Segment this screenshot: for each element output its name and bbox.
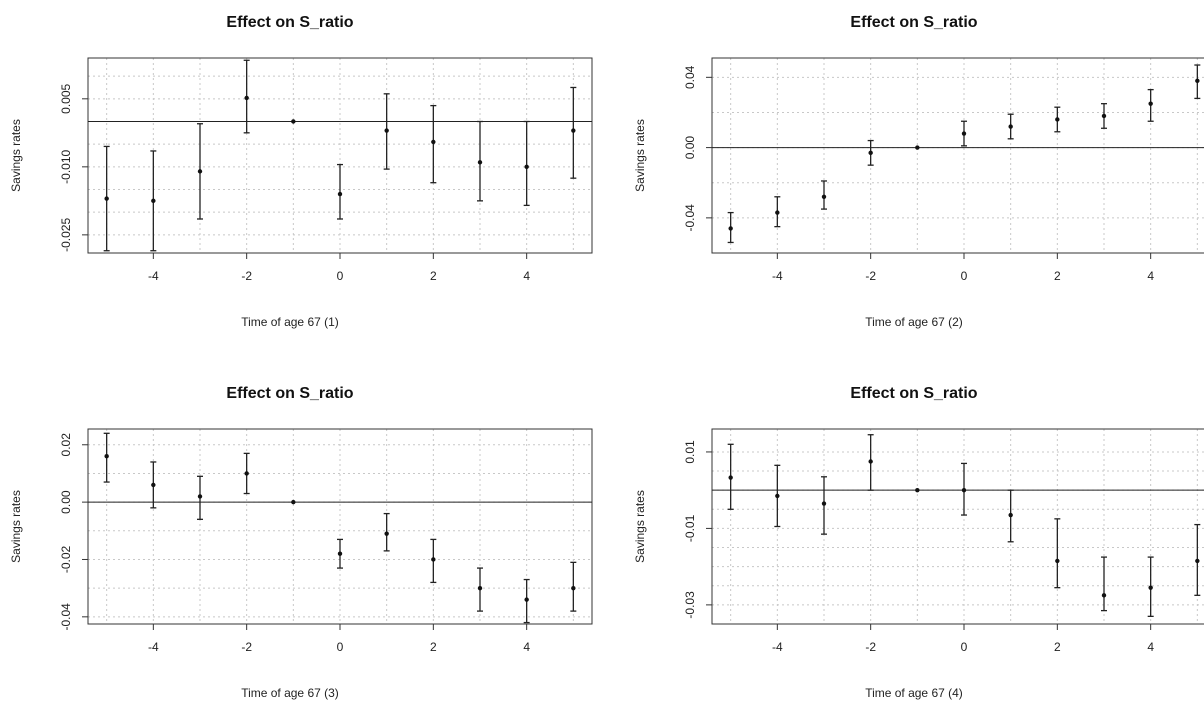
chart-panel-3: Effect on S_ratio -4 -2 0 2 4 0.02 0.00 -0.02 -0.…	[0, 371, 602, 722]
chart-2-x-tick-label-2: 0	[961, 269, 968, 283]
chart-4-point-9	[1148, 585, 1153, 590]
chart-3-point-7	[431, 557, 436, 562]
chart-4-point-10	[1195, 558, 1200, 564]
chart-3-point-5	[337, 551, 343, 556]
chart-4-x-axis-label: Time of age 67 (4)	[865, 686, 963, 700]
chart-1-point-7	[431, 139, 436, 145]
chart-2-svg: Effect on S_ratio -4 -2 0 2 4 0.04 0.00 -0.04 Tim…	[633, 14, 1204, 329]
chart-3-point-8	[477, 585, 483, 591]
chart-4-point-1	[775, 493, 780, 499]
chart-4-y-tick-label-2: -0.03	[683, 591, 697, 619]
chart-panel-1: Effect on S_ratio -4 -2 0 2 4 0.005 -0.010 -0.02…	[0, 0, 602, 351]
chart-1-point-4	[291, 119, 296, 124]
chart-1-x-tick-label-1: -2	[241, 269, 252, 283]
chart-2-y-tick-label-2: -0.04	[683, 204, 697, 232]
chart-3-title: Effect on S_ratio	[226, 385, 353, 402]
chart-1-x-tick-label-2: 0	[337, 269, 344, 283]
chart-2-x-tick-label-1: -2	[865, 269, 876, 283]
chart-3-point-9	[524, 597, 529, 602]
chart-2-point-1	[775, 210, 780, 215]
chart-4-point-6	[1008, 512, 1013, 518]
chart-1-point-9	[524, 164, 529, 170]
chart-4-point-3	[868, 459, 873, 464]
chart-1-point-5	[337, 191, 343, 197]
chart-4-point-8	[1101, 593, 1107, 598]
chart-3-x-axis-label: Time of age 67 (3)	[241, 686, 339, 700]
chart-3-x-tick-label-4: 4	[523, 640, 530, 654]
chart-1-y-tick-label-1: -0.010	[59, 150, 73, 184]
chart-3-y-tick-label-3: -0.04	[59, 603, 73, 631]
chart-2-point-2	[821, 194, 827, 199]
chart-panel-2: Effect on S_ratio -4 -2 0 2 4 0.04 0.00 -0.04 Tim…	[624, 0, 1204, 351]
chart-1-x-tick-label-4: 4	[523, 269, 530, 283]
chart-3-point-10	[571, 585, 576, 591]
chart-4-y-tick-label-1: -0.01	[683, 514, 697, 542]
chart-3-point-1	[151, 482, 156, 488]
chart-3-y-axis-label: Savings rates	[9, 490, 23, 563]
chart-1-point-10	[571, 128, 576, 133]
chart-2-point-5	[961, 131, 967, 136]
chart-2-x-tick-label-0: -4	[772, 269, 783, 283]
chart-2-point-9	[1148, 101, 1153, 106]
chart-1-x-tick-label-3: 2	[430, 269, 437, 283]
chart-2-y-tick-label-1: 0.00	[683, 136, 697, 160]
chart-4-point-2	[821, 501, 827, 506]
chart-1-x-tick-label-0: -4	[148, 269, 159, 283]
chart-2-x-tick-label-3: 2	[1054, 269, 1061, 283]
chart-1-point-2	[197, 169, 203, 174]
chart-1-svg: Effect on S_ratio -4 -2 0 2 4 0.005 -0.010 -0.02…	[9, 14, 593, 329]
chart-4-x-tick-label-3: 2	[1054, 640, 1061, 654]
chart-3-x-tick-label-2: 0	[337, 640, 344, 654]
chart-4-point-4	[915, 487, 920, 493]
chart-1-y-axis-label: Savings rates	[9, 119, 23, 192]
chart-2-title: Effect on S_ratio	[850, 14, 977, 31]
chart-2-point-6	[1008, 124, 1013, 129]
chart-3-x-tick-label-1: -2	[241, 640, 252, 654]
chart-3-point-0	[104, 454, 109, 459]
chart-2-y-tick-label-0: 0.04	[683, 65, 697, 89]
chart-1-y-tick-label-2: -0.025	[59, 218, 73, 252]
chart-4-x-tick-label-1: -2	[865, 640, 876, 654]
chart-2-y-axis-label: Savings rates	[633, 119, 647, 192]
chart-3-point-2	[197, 494, 203, 499]
chart-1-point-0	[104, 196, 109, 201]
chart-4-point-5	[961, 487, 967, 493]
chart-4-plot-frame	[711, 428, 1204, 625]
chart-3-point-4	[291, 499, 296, 505]
chart-4-y-tick-label-0: 0.01	[683, 440, 697, 464]
chart-4-point-0	[728, 475, 733, 480]
chart-1-x-axis-label: Time of age 67 (1)	[241, 315, 339, 329]
chart-1-y-tick-label-0: 0.005	[59, 83, 73, 113]
chart-3-y-tick-label-1: 0.00	[59, 490, 73, 514]
chart-3-x-tick-label-0: -4	[148, 640, 159, 654]
chart-2-point-10	[1195, 78, 1200, 84]
chart-3-point-6	[384, 531, 389, 536]
chart-2-point-0	[728, 226, 733, 231]
chart-4-x-tick-label-2: 0	[961, 640, 968, 654]
chart-2-plot-frame	[711, 57, 1204, 254]
chart-1-point-1	[151, 198, 156, 204]
chart-4-y-axis-label: Savings rates	[633, 490, 647, 563]
chart-panel-4: Effect on S_ratio -4 -2 0 2 4 0.01 -0.01 -0.03 Ti…	[624, 371, 1204, 722]
chart-2-point-7	[1055, 117, 1060, 122]
chart-4-point-7	[1055, 558, 1060, 564]
chart-4-title: Effect on S_ratio	[850, 385, 977, 402]
chart-4-x-tick-label-4: 4	[1147, 640, 1154, 654]
chart-1-point-3	[244, 95, 249, 101]
chart-1-title: Effect on S_ratio	[226, 14, 353, 31]
chart-3-x-tick-label-3: 2	[430, 640, 437, 654]
chart-2-x-axis-label: Time of age 67 (2)	[865, 315, 963, 329]
chart-3-svg: Effect on S_ratio -4 -2 0 2 4 0.02 0.00 -0.02 -0.…	[9, 385, 593, 700]
chart-3-y-tick-label-2: -0.02	[59, 545, 73, 573]
chart-3-point-3	[244, 471, 249, 476]
chart-3-y-tick-label-0: 0.02	[59, 433, 73, 457]
chart-4-svg: Effect on S_ratio -4 -2 0 2 4 0.01 -0.01 -0.03 Ti…	[633, 385, 1204, 700]
chart-2-point-4	[915, 145, 920, 150]
chart-1-point-6	[384, 128, 389, 133]
chart-4-x-tick-label-0: -4	[772, 640, 783, 654]
chart-2-point-8	[1101, 113, 1107, 119]
chart-2-x-tick-label-4: 4	[1147, 269, 1154, 283]
chart-2-point-3	[868, 150, 873, 156]
chart-1-point-8	[477, 160, 483, 165]
